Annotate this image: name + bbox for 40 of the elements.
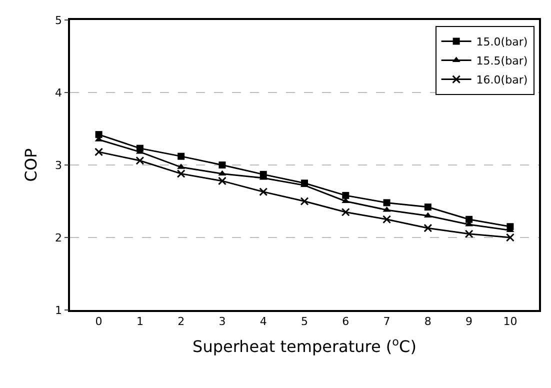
x-tick-label: 10 xyxy=(503,314,518,328)
point xyxy=(506,233,514,242)
point xyxy=(341,208,350,216)
x-tick-label: 4 xyxy=(260,314,267,328)
y-axis-title: COP xyxy=(21,148,40,182)
point xyxy=(300,197,309,206)
x-tick-label: 7 xyxy=(383,314,390,328)
y-tick-label: 5 xyxy=(55,14,62,27)
x-tick-label: 1 xyxy=(136,314,144,328)
point xyxy=(424,224,432,232)
x-tick-label: 9 xyxy=(466,314,473,328)
point xyxy=(383,199,390,206)
point xyxy=(382,215,392,224)
y-tick-label: 3 xyxy=(55,158,62,172)
y-tick-label: 1 xyxy=(55,304,62,317)
legend-label: 15.5(bar) xyxy=(476,54,528,68)
x-tick-label: 3 xyxy=(218,314,226,328)
point xyxy=(95,131,102,138)
y-tick-label: 4 xyxy=(55,86,62,100)
point xyxy=(259,188,268,196)
x-axis-title: Superheat temperature ($^{o}$C) xyxy=(192,335,416,356)
x-tick-label: 2 xyxy=(178,314,185,328)
x-tick-label: 0 xyxy=(95,314,102,328)
x-tick-label: 5 xyxy=(301,314,308,328)
point xyxy=(424,204,432,211)
point xyxy=(178,152,185,160)
point xyxy=(176,169,186,178)
point xyxy=(218,162,226,168)
y-tick-label: 2 xyxy=(55,231,62,244)
point xyxy=(464,230,474,238)
legend-label: 15.0(bar) xyxy=(476,36,528,49)
legend-label: 16.0(bar) xyxy=(476,74,528,87)
point xyxy=(382,206,391,212)
point xyxy=(218,176,226,186)
point xyxy=(466,216,473,223)
x-tick-label: 8 xyxy=(424,314,432,328)
point xyxy=(136,156,144,165)
x-tick-label: 6 xyxy=(342,314,350,328)
point xyxy=(342,192,350,199)
point xyxy=(94,148,104,156)
